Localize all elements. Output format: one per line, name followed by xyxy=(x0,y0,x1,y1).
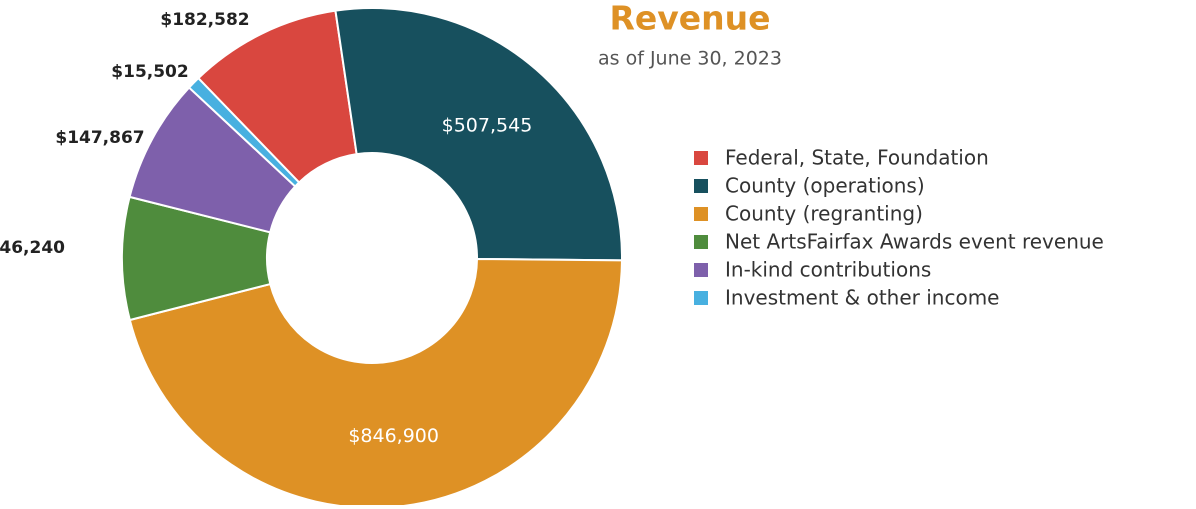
data-label: $147,867 xyxy=(55,128,144,148)
legend-label: County (regranting) xyxy=(725,202,923,226)
data-label: $507,545 xyxy=(442,115,533,137)
chart-title: Revenue xyxy=(609,0,770,38)
legend-label: Net ArtsFairfax Awards event revenue xyxy=(725,230,1104,254)
legend-swatch xyxy=(694,291,708,305)
legend-label: In-kind contributions xyxy=(725,258,931,282)
legend-label: County (operations) xyxy=(725,174,925,198)
donut-slice xyxy=(187,76,301,188)
legend-swatch xyxy=(694,207,708,221)
chart-subtitle: as of June 30, 2023 xyxy=(598,48,782,70)
legend-label: Investment & other income xyxy=(725,286,999,310)
legend-label: Federal, State, Foundation xyxy=(725,146,989,170)
donut-slice xyxy=(128,257,623,509)
data-label: $846,900 xyxy=(348,425,439,447)
legend-swatch xyxy=(694,151,708,165)
legend-swatch xyxy=(694,263,708,277)
data-label: $146,240 xyxy=(0,238,65,258)
legend-swatch xyxy=(694,179,708,193)
donut-slice xyxy=(334,7,623,262)
data-label: $15,502 xyxy=(111,62,188,82)
data-label: $182,582 xyxy=(160,10,249,30)
legend-swatch xyxy=(694,235,708,249)
